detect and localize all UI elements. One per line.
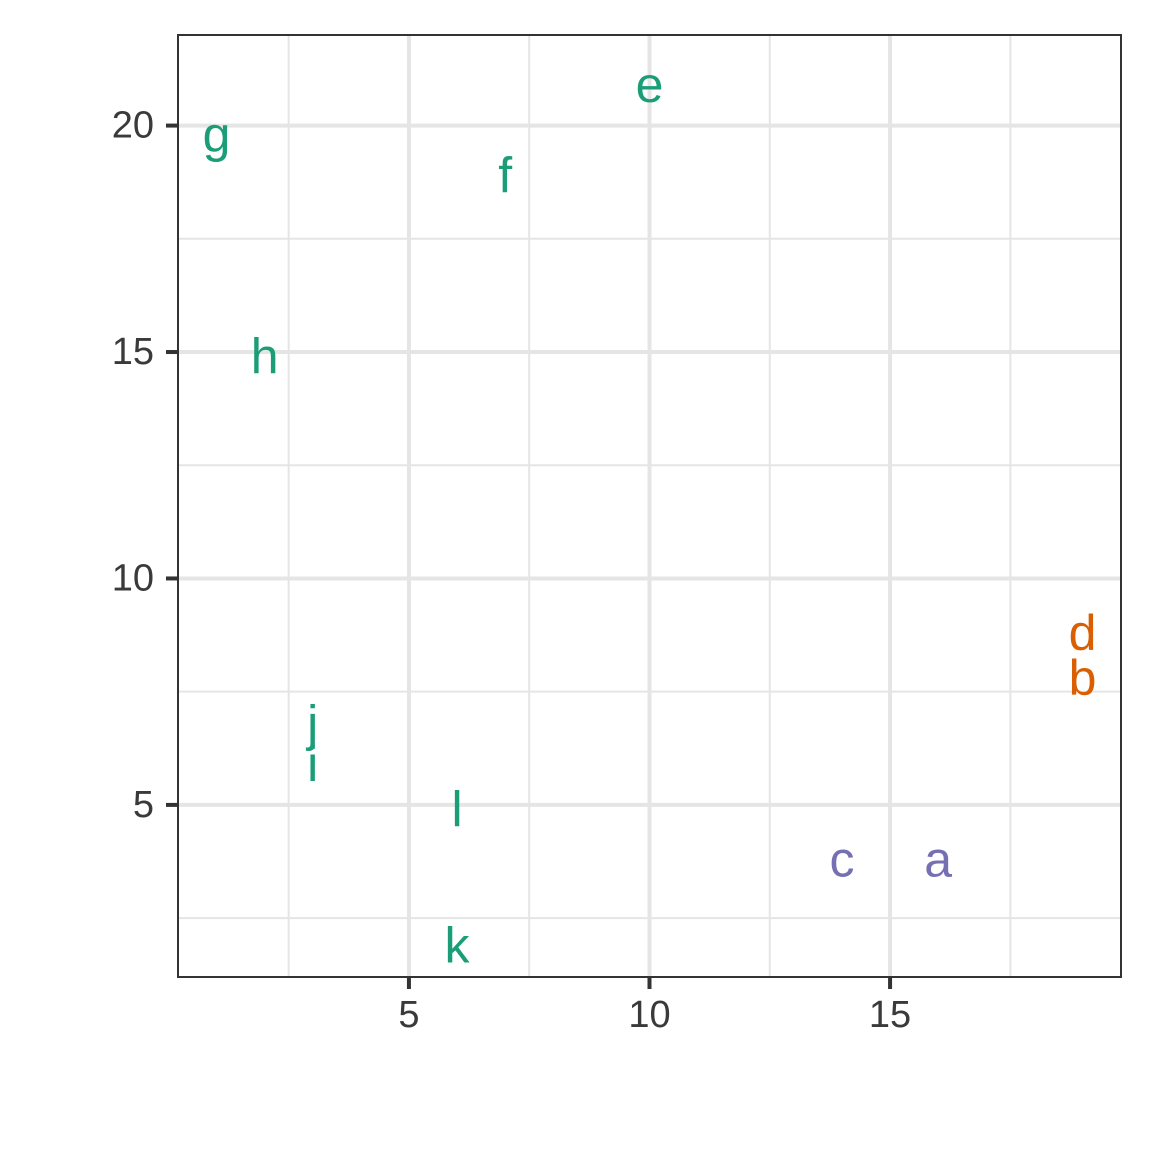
x-tick-label: 5 [398, 994, 419, 1036]
point-label-h: h [251, 329, 279, 385]
x-tick-label: 15 [869, 994, 911, 1036]
point-label-f: f [498, 147, 512, 203]
point-label-a: a [924, 831, 952, 887]
point-label-k: k [445, 917, 471, 973]
point-labels: a b c d e f g h ij k l [203, 57, 1097, 973]
x-axis: 5 10 15 [398, 977, 911, 1036]
y-tick-label: 10 [112, 557, 154, 599]
y-tick-label: 20 [112, 105, 154, 147]
point-label-g: g [203, 107, 231, 163]
point-label-c: c [829, 831, 854, 887]
y-axis: 5 10 15 20 [112, 105, 178, 826]
x-tick-label: 10 [628, 994, 670, 1036]
point-label-l: l [451, 781, 462, 837]
point-label-e: e [636, 57, 664, 113]
point-label-i: i [307, 736, 318, 792]
major-grid [178, 35, 1121, 977]
y-tick-label: 15 [112, 331, 154, 373]
point-label-d: d [1069, 605, 1097, 661]
point-label-j: j [305, 695, 318, 751]
point-label-b: b [1069, 650, 1097, 706]
y-tick-label: 5 [133, 784, 154, 826]
